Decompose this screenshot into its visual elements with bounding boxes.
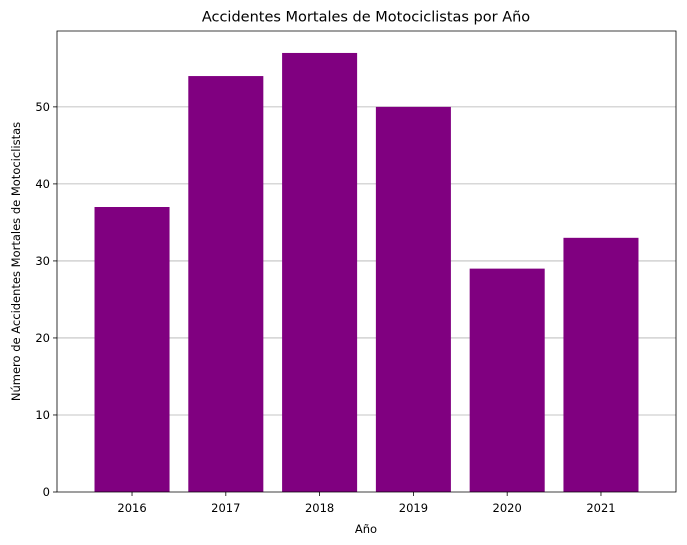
bar-2016 <box>94 207 170 492</box>
x-tick-label: 2018 <box>305 501 334 515</box>
chart-title: Accidentes Mortales de Motociclistas por… <box>202 10 530 26</box>
x-tick-label: 2020 <box>493 501 522 515</box>
x-tick-label: 2016 <box>117 501 146 515</box>
bar-2019 <box>375 106 451 492</box>
y-tick-label: 0 <box>43 485 50 499</box>
y-tick-label: 40 <box>35 177 50 191</box>
x-axis-label: Año <box>355 522 377 536</box>
bar-2021 <box>563 237 639 492</box>
x-tick-label: 2017 <box>211 501 240 515</box>
bar-2020 <box>469 268 545 492</box>
y-axis-ticks: 0 10 20 30 40 50 <box>35 100 57 499</box>
y-tick-label: 50 <box>35 100 50 114</box>
bar-2018 <box>282 52 358 492</box>
y-tick-label: 10 <box>35 408 50 422</box>
y-axis-label: Número de Accidentes Mortales de Motocic… <box>9 122 23 401</box>
bar-2017 <box>188 76 264 492</box>
x-axis-ticks: 2016 2017 2018 2019 2020 2021 <box>117 492 616 515</box>
x-tick-label: 2021 <box>586 501 615 515</box>
bars <box>94 52 639 492</box>
x-tick-label: 2019 <box>399 501 428 515</box>
y-tick-label: 30 <box>35 254 50 268</box>
y-tick-label: 20 <box>35 331 50 345</box>
